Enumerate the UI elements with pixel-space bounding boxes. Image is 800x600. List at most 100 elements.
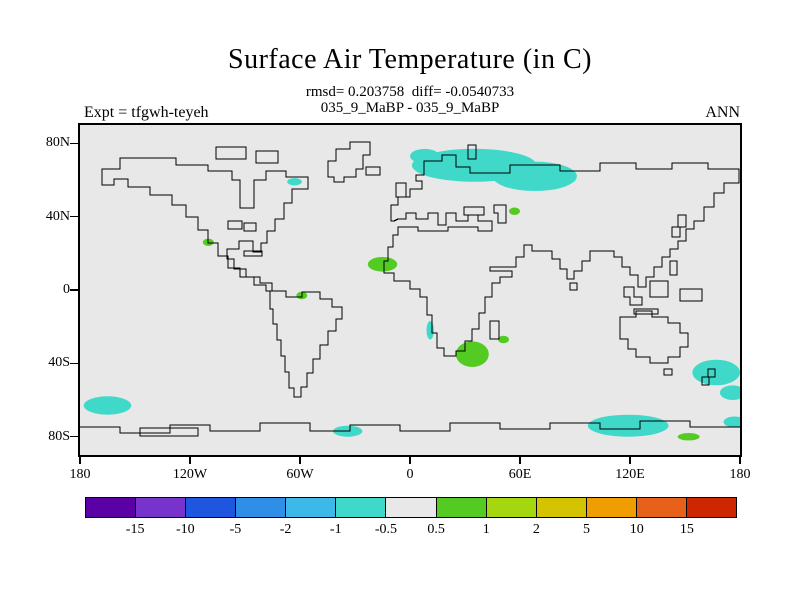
anomaly-patch — [426, 321, 434, 340]
y-tick-label: 80N — [45, 135, 70, 151]
x-tick — [519, 457, 521, 464]
coastline-new-zealand-north — [707, 368, 716, 378]
experiment-label: Expt = tfgwh-teyeh — [84, 104, 209, 121]
coastline-japan-north — [677, 214, 687, 228]
y-tick — [70, 142, 79, 145]
colorbar-label: 5 — [583, 522, 591, 537]
coastline-black-sea — [463, 206, 485, 216]
coastline-great-lake-east — [243, 222, 257, 232]
coastline-tasmania — [663, 368, 673, 376]
colorbar-label: 10 — [629, 522, 644, 537]
colorbar-segment — [485, 498, 536, 517]
anomaly-patch — [498, 335, 509, 344]
anomaly-patch — [410, 148, 440, 164]
anomaly-patch — [509, 207, 520, 215]
x-tick — [739, 457, 741, 464]
x-tick-label: 0 — [406, 467, 414, 482]
coastline-great-lake-west — [227, 220, 243, 230]
colorbar-label: -0.5 — [374, 522, 397, 537]
coastline-caspian-sea — [493, 204, 507, 224]
coastline-australia — [619, 310, 689, 364]
colorbar-segment — [86, 498, 136, 517]
anomaly-patch — [723, 416, 740, 428]
coastline-novaya-zemlya — [467, 144, 477, 160]
coastline-new-zealand-south — [701, 376, 710, 386]
coastline-arctic-island-west — [215, 146, 247, 160]
coastline-new-guinea — [679, 288, 703, 302]
y-tick — [70, 362, 79, 365]
colorbar-segment — [135, 498, 186, 517]
coastline-japan-south — [671, 226, 681, 238]
y-tick — [70, 215, 79, 218]
anomaly-patch — [719, 385, 740, 400]
y-tick-label: 0 — [63, 282, 70, 297]
anomaly-patch — [455, 341, 489, 367]
coastline-madagascar — [489, 320, 500, 340]
colorbar-segment — [335, 498, 386, 517]
x-tick-label: 120W — [172, 467, 208, 482]
coastline-philippines — [669, 260, 678, 276]
coastline-borneo — [649, 280, 669, 298]
x-tick-label: 60W — [286, 467, 314, 482]
colorbar-label: -5 — [229, 522, 242, 537]
colorbar-segment — [535, 498, 586, 517]
colorbar-label: 1 — [482, 522, 490, 537]
colorbar-label: 15 — [679, 522, 694, 537]
anomaly-patch — [367, 257, 398, 272]
colorbar-segment — [385, 498, 436, 517]
stats-line: rmsd= 0.203758 diff= -0.0540733 — [305, 84, 515, 100]
anomaly-patch — [83, 396, 132, 415]
colorbar-segment — [435, 498, 486, 517]
y-tick — [70, 289, 79, 291]
coastline-cuba — [243, 250, 263, 257]
x-tick — [189, 457, 191, 464]
anomaly-patch — [287, 178, 302, 186]
colorbar-segment — [285, 498, 336, 517]
x-tick-label: 180 — [729, 467, 751, 482]
colorbar-label: -15 — [125, 522, 145, 537]
map-frame — [78, 123, 742, 457]
y-tick — [70, 435, 79, 438]
colorbar-segment — [185, 498, 236, 517]
coastline-antarctica-shelf — [139, 427, 199, 437]
x-tick-label: 60E — [508, 467, 532, 482]
colorbar-segment — [585, 498, 636, 517]
coastline-sumatra — [623, 286, 643, 306]
coastline-arctic-island-east — [255, 150, 279, 164]
anomaly-patch — [677, 433, 700, 441]
coastline-java — [633, 308, 659, 315]
anomaly-patch — [692, 359, 740, 386]
y-tick-label: 40N — [45, 208, 70, 224]
y-tick-label: 80S — [48, 428, 70, 444]
x-tick — [79, 457, 81, 464]
comparison-line: 035_9_MaBP - 035_9_MaBP — [320, 100, 500, 116]
chart-title: Surface Air Temperature (in C) — [228, 44, 592, 75]
colorbar-label: -10 — [175, 522, 195, 537]
colorbar-label: 0.5 — [427, 522, 445, 537]
colorbar-segment — [685, 498, 737, 517]
anomaly-patch — [492, 161, 577, 191]
colorbar-segment — [235, 498, 286, 517]
x-tick — [299, 457, 301, 464]
coastline-north-america — [101, 157, 309, 292]
coastline-eurasia-africa — [383, 154, 740, 357]
colorbar — [85, 497, 737, 518]
coastline-sri-lanka — [569, 282, 578, 291]
x-tick-label: 120E — [615, 467, 645, 482]
colorbar-label: 2 — [532, 522, 540, 537]
anomaly-patch — [587, 414, 669, 437]
coastline-antarctica — [80, 420, 740, 434]
map-plot — [80, 141, 740, 441]
y-tick-label: 40S — [48, 355, 70, 371]
x-tick-label: 180 — [69, 467, 91, 482]
x-tick — [409, 457, 411, 464]
colorbar-label: -1 — [329, 522, 342, 537]
coastline-iceland — [365, 166, 381, 176]
x-tick — [629, 457, 631, 464]
coastline-greenland — [327, 141, 371, 183]
colorbar-label: -2 — [279, 522, 292, 537]
coastline-uk — [395, 182, 407, 198]
season-label: ANN — [705, 104, 740, 121]
coastline-south-america — [269, 290, 343, 398]
